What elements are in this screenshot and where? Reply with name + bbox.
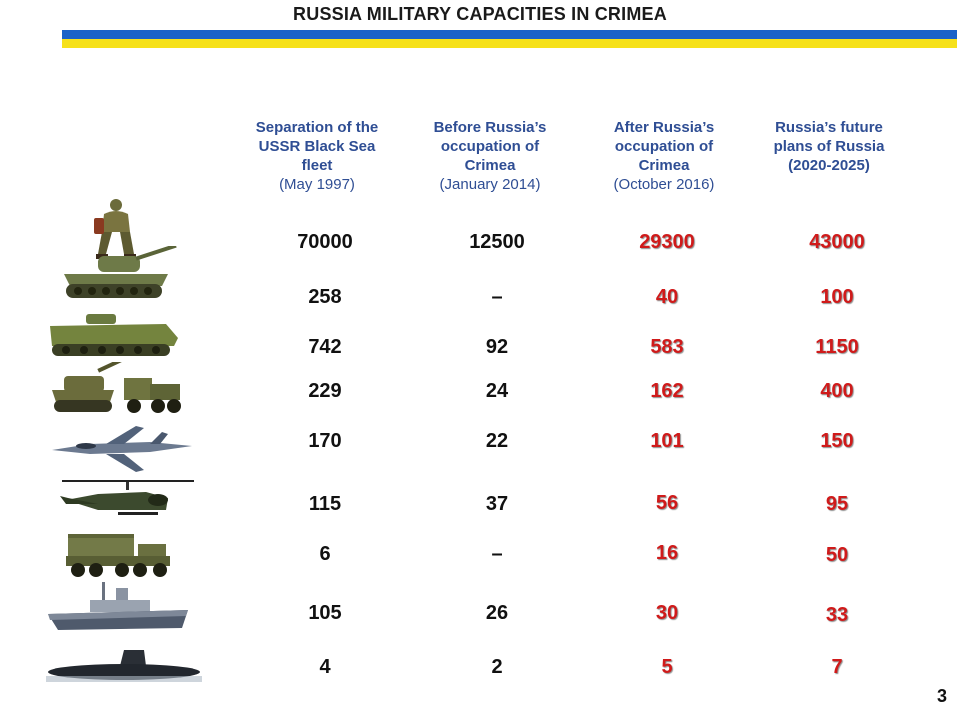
table-cell: 30 bbox=[655, 602, 679, 624]
tank-icon bbox=[64, 246, 177, 298]
table-cell: 70000 bbox=[297, 231, 353, 253]
table-cell: 24 bbox=[485, 380, 509, 402]
table-cell: 400 bbox=[820, 380, 854, 402]
column-header-1997: Separation of the USSR Black Sea fleet (… bbox=[242, 118, 392, 194]
helicopter-icon bbox=[60, 480, 194, 515]
table-cell: 2 bbox=[491, 656, 503, 678]
table-cell: 22 bbox=[485, 430, 509, 452]
table-cell: 1150 bbox=[815, 336, 859, 358]
flag-stripe-blue bbox=[62, 30, 957, 39]
table-cell: 105 bbox=[308, 602, 342, 624]
page-number: 3 bbox=[936, 686, 947, 706]
table-cell: 583 bbox=[650, 336, 684, 358]
column-heading: Before Russia’s occupation of Crimea bbox=[433, 119, 547, 174]
table-cell: 229 bbox=[308, 380, 342, 402]
table-cell: 258 bbox=[308, 286, 342, 308]
column-subheading: (January 2014) bbox=[439, 176, 541, 193]
table-cell: 150 bbox=[820, 430, 854, 452]
page-title: RUSSIA MILITARY CAPACITIES IN CRIMEA bbox=[293, 4, 667, 24]
missile-launcher-icon bbox=[66, 534, 170, 577]
soldier-icon bbox=[94, 199, 136, 259]
column-heading: After Russia’s occupation of Crimea bbox=[613, 119, 715, 174]
armored-vehicle-icon bbox=[50, 314, 178, 356]
column-heading: Russia’s future plans of Russia bbox=[773, 119, 885, 155]
table-cell: 162 bbox=[650, 380, 684, 402]
table-cell: 33 bbox=[825, 604, 849, 626]
table-cell: 5 bbox=[661, 656, 673, 678]
table-cell: – bbox=[491, 286, 503, 308]
warship-icon bbox=[48, 582, 188, 630]
column-subheading: (May 1997) bbox=[279, 176, 355, 193]
column-header-2020-2025: Russia’s future plans of Russia (2020-20… bbox=[754, 118, 904, 175]
table-cell: 43000 bbox=[809, 231, 865, 253]
flag-stripe-yellow bbox=[62, 39, 957, 48]
table-cell: 4 bbox=[319, 656, 331, 678]
table-cell: 16 bbox=[655, 542, 679, 564]
table-cell: 115 bbox=[308, 493, 342, 515]
table-cell: 95 bbox=[825, 493, 849, 515]
table-cell: 742 bbox=[308, 336, 342, 358]
table-cell: 12500 bbox=[469, 231, 525, 253]
table-cell: 37 bbox=[485, 493, 509, 515]
fighter-jet-icon bbox=[52, 426, 192, 472]
column-subheading: (2020-2025) bbox=[788, 157, 870, 174]
artillery-icon bbox=[52, 362, 181, 413]
column-header-2016: After Russia’s occupation of Crimea (Oct… bbox=[589, 118, 739, 194]
table-cell: 6 bbox=[319, 543, 331, 565]
table-cell: 100 bbox=[820, 286, 854, 308]
column-subheading: (October 2016) bbox=[613, 176, 715, 193]
table-cell: – bbox=[491, 543, 503, 565]
submarine-icon bbox=[46, 650, 202, 682]
column-heading: Separation of the USSR Black Sea fleet bbox=[255, 119, 379, 174]
column-header-2014: Before Russia’s occupation of Crimea (Ja… bbox=[415, 118, 565, 194]
table-cell: 170 bbox=[308, 430, 342, 452]
table-cell: 26 bbox=[485, 602, 509, 624]
table-cell: 40 bbox=[655, 286, 679, 308]
table-cell: 29300 bbox=[639, 231, 695, 253]
table-cell: 92 bbox=[485, 336, 509, 358]
table-cell: 50 bbox=[825, 544, 849, 566]
table-cell: 56 bbox=[655, 492, 679, 514]
table-cell: 101 bbox=[650, 430, 684, 452]
table-cell: 7 bbox=[831, 656, 843, 678]
